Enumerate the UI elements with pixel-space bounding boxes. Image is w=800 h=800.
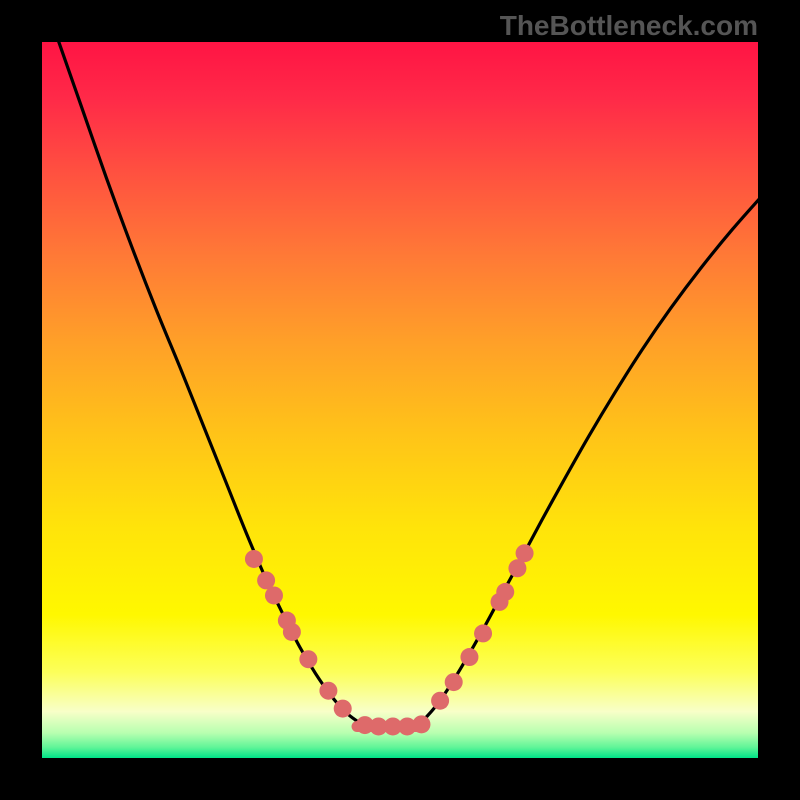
marker-right — [412, 715, 430, 733]
marker-left — [319, 682, 337, 700]
watermark-text: TheBottleneck.com — [500, 10, 758, 42]
marker-right — [445, 673, 463, 691]
curve-layer — [42, 42, 758, 758]
left-curve — [56, 42, 358, 722]
right-curve — [421, 192, 758, 722]
plot-area — [42, 42, 758, 758]
marker-left — [283, 623, 301, 641]
marker-right — [460, 648, 478, 666]
marker-right — [431, 692, 449, 710]
marker-right — [496, 583, 514, 601]
marker-left — [299, 650, 317, 668]
marker-right — [516, 544, 534, 562]
marker-left — [334, 700, 352, 718]
marker-right — [474, 624, 492, 642]
chart-root: TheBottleneck.com — [0, 0, 800, 800]
marker-left — [265, 586, 283, 604]
marker-left — [245, 550, 263, 568]
